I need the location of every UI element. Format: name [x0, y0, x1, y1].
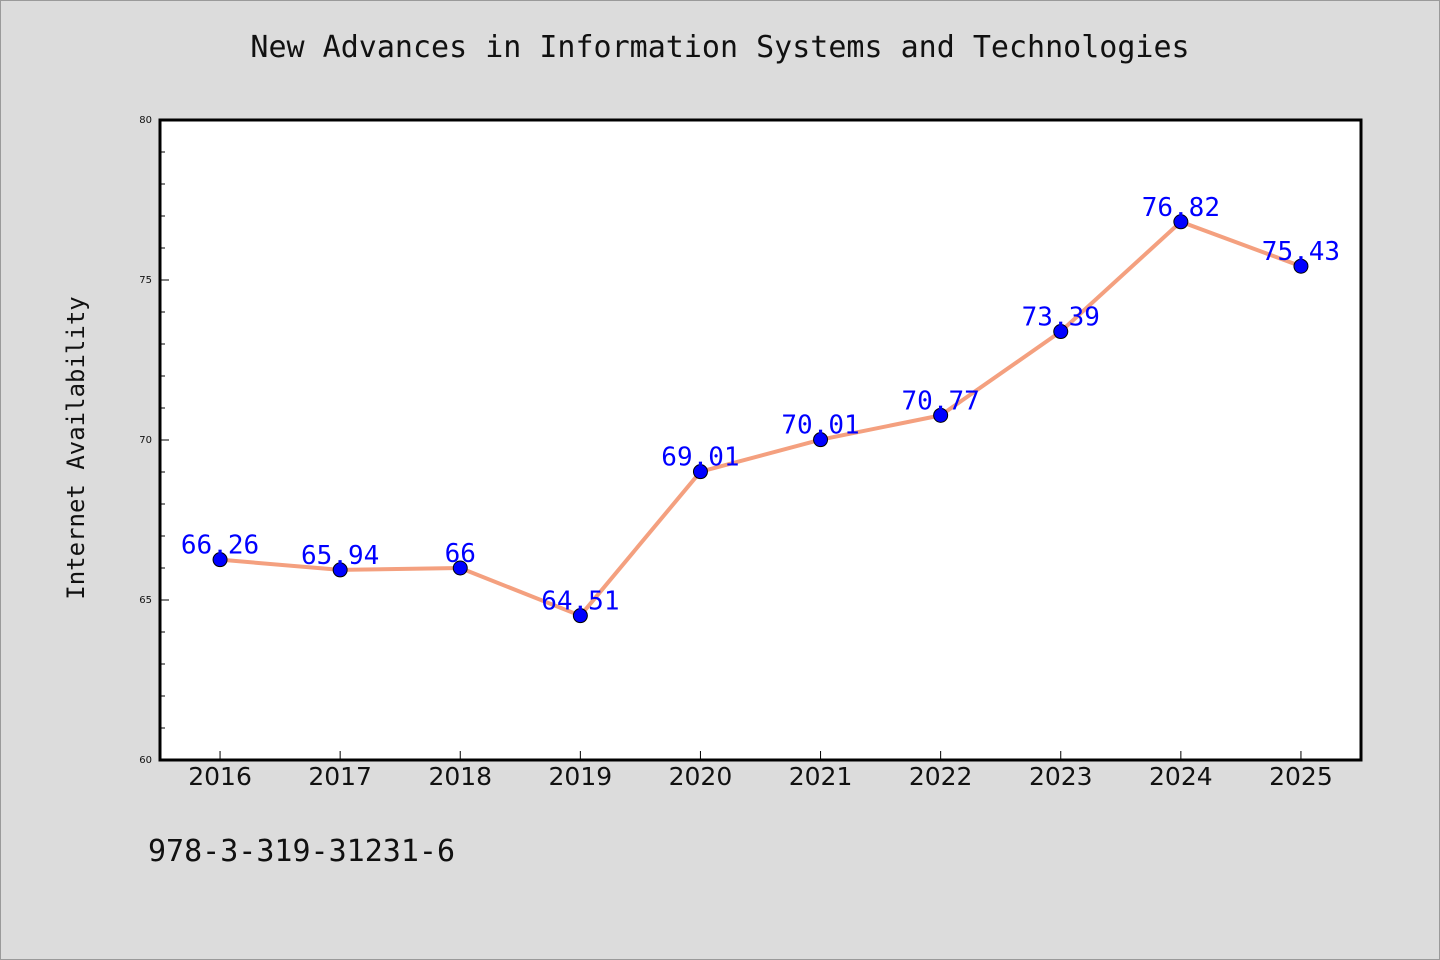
data-label: 75.43 [1262, 237, 1340, 267]
chart-title: New Advances in Information Systems and … [250, 30, 1190, 65]
data-point [813, 432, 829, 448]
y-tick-label: 65 [139, 595, 152, 606]
data-label: 69.01 [661, 443, 739, 473]
data-point [692, 464, 708, 480]
series-line [219, 219, 1302, 618]
x-tick-label: 2023 [1029, 762, 1093, 791]
x-tick-label: 2016 [188, 762, 252, 791]
y-tick-label: 70 [139, 435, 152, 446]
data-point [212, 552, 228, 568]
data-points [212, 214, 1309, 624]
x-tick-label: 2022 [909, 762, 973, 791]
y-tick-label: 75 [139, 275, 152, 286]
data-point [572, 608, 588, 624]
x-tick-label: 2018 [428, 762, 492, 791]
y-tick-label: 60 [139, 755, 152, 766]
data-point [1173, 214, 1189, 230]
data-labels: 66.26 65.94 66 64.51 69.01 70.01 70.77 73.39 76.… [181, 193, 1340, 617]
data-point [933, 407, 949, 423]
data-label: 66.26 [181, 531, 259, 561]
x-tick-label: 2025 [1269, 762, 1333, 791]
x-axis: 2016 2017 2018 2019 2020 2021 2022 2023 2024 2025 [188, 751, 1333, 791]
y-tick-label: 80 [139, 115, 152, 126]
data-label: 70.01 [781, 411, 859, 441]
data-label: 73.39 [1022, 303, 1100, 333]
x-tick-label: 2024 [1149, 762, 1213, 791]
data-point [452, 560, 468, 576]
data-label: 65.94 [301, 541, 379, 571]
plot-area [158, 118, 1363, 762]
data-point [1053, 324, 1069, 340]
y-axis: 60 65 70 75 80 [139, 115, 169, 766]
x-tick-label: 2021 [789, 762, 853, 791]
x-tick-label: 2017 [308, 762, 372, 791]
data-label: 66 [445, 539, 476, 569]
isbn-caption: 978-3-319-31231-6 [148, 834, 456, 869]
data-label: 76.82 [1142, 193, 1220, 223]
data-label: 64.51 [541, 587, 619, 617]
data-point [1293, 258, 1309, 274]
data-label: 70.77 [902, 386, 980, 416]
data-point [332, 562, 348, 578]
x-tick-label: 2020 [669, 762, 733, 791]
x-tick-label: 2019 [549, 762, 613, 791]
